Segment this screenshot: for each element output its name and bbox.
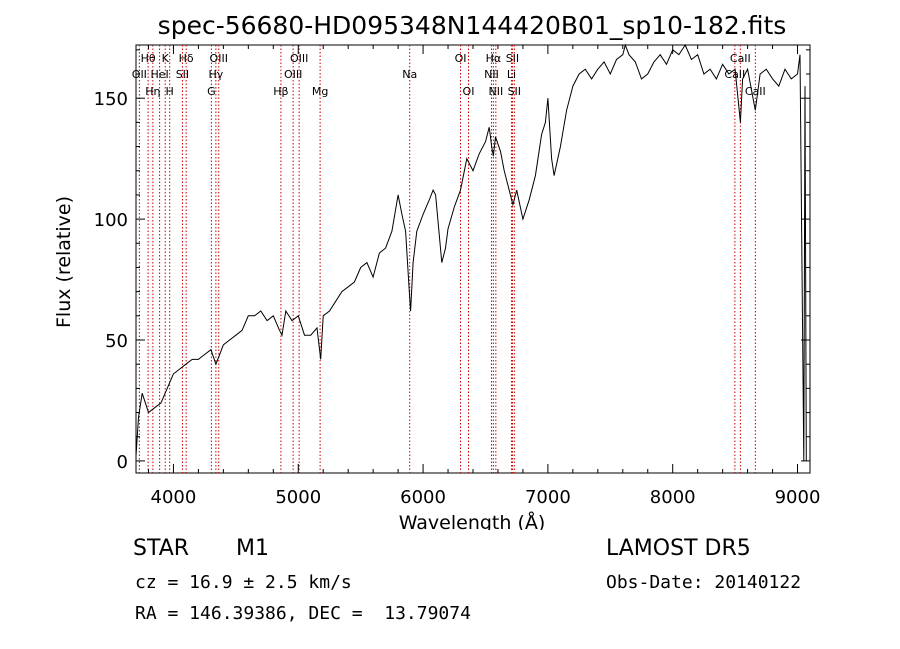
line-label-26: CaII <box>745 85 766 98</box>
object-subclass: M1 <box>236 536 269 561</box>
spectrum-line <box>135 43 807 461</box>
line-label-15: Na <box>402 68 417 81</box>
x-tick-label: 9000 <box>775 487 821 508</box>
line-label-23: SII <box>508 85 521 98</box>
line-label-11: Hβ <box>273 85 288 98</box>
line-label-17: OI <box>463 85 475 98</box>
y-axis-label: Flux (relative) <box>53 196 75 328</box>
ra-dec-coordinates: RA = 146.39386, DEC = 13.79074 <box>135 603 471 624</box>
y-tick-label: 100 <box>94 210 128 231</box>
line-label-24: CaII <box>724 68 745 81</box>
y-axis-ticks: 0 50 100 150 <box>94 49 810 473</box>
x-axis-label: Wavelength (Å) <box>399 511 546 530</box>
line-label-14: Mg <box>312 85 328 98</box>
line-label-21: Li <box>507 68 516 81</box>
line-label-8: G <box>207 85 216 98</box>
line-label-7: Hδ <box>179 52 194 65</box>
line-label-3: HeI <box>150 68 168 81</box>
chart-title: spec-56680-HD095348N144420B01_sp10-182.f… <box>158 11 787 40</box>
line-label-10: OIII <box>210 52 228 65</box>
line-label-4: K <box>162 52 170 65</box>
survey-name: LAMOST DR5 <box>606 536 751 561</box>
line-label-22: SII <box>506 52 519 65</box>
line-label-18: NII <box>484 68 499 81</box>
y-tick-label: 0 <box>117 452 128 473</box>
line-label-19: Hα <box>486 52 502 65</box>
y-tick-label: 50 <box>105 331 128 352</box>
line-label-2: Hη <box>145 85 160 98</box>
line-label-25: CaII <box>730 52 751 65</box>
line-label-1: Hθ <box>141 52 156 65</box>
x-tick-label: 6000 <box>400 487 446 508</box>
x-tick-label: 5000 <box>275 487 321 508</box>
y-tick-label: 150 <box>94 89 128 110</box>
line-label-9: Hγ <box>208 68 223 81</box>
redshift-cz: cz = 16.9 ± 2.5 km/s <box>135 572 352 593</box>
plot-frame <box>135 44 811 474</box>
spectral-line-labels: OIIHθHηHeIKHSIIHδGHγOIIIHβOIIIOIIIMgNaOI… <box>132 52 766 98</box>
x-tick-label: 4000 <box>151 487 197 508</box>
spectrum-chart: spec-56680-HD095348N144420B01_sp10-182.f… <box>53 11 821 530</box>
x-tick-label: 7000 <box>525 487 571 508</box>
line-label-5: H <box>166 85 174 98</box>
x-axis-ticks: 4000 5000 6000 7000 8000 9000 <box>147 45 821 508</box>
line-label-16: OI <box>455 52 467 65</box>
line-label-13: OIII <box>290 52 308 65</box>
line-label-20: NII <box>488 85 503 98</box>
observation-date: Obs-Date: 20140122 <box>606 572 802 593</box>
x-tick-label: 8000 <box>650 487 696 508</box>
line-label-12: OIII <box>284 68 302 81</box>
spectral-line-markers <box>138 45 756 473</box>
line-label-6: SII <box>176 68 189 81</box>
object-class: STAR <box>133 536 190 561</box>
